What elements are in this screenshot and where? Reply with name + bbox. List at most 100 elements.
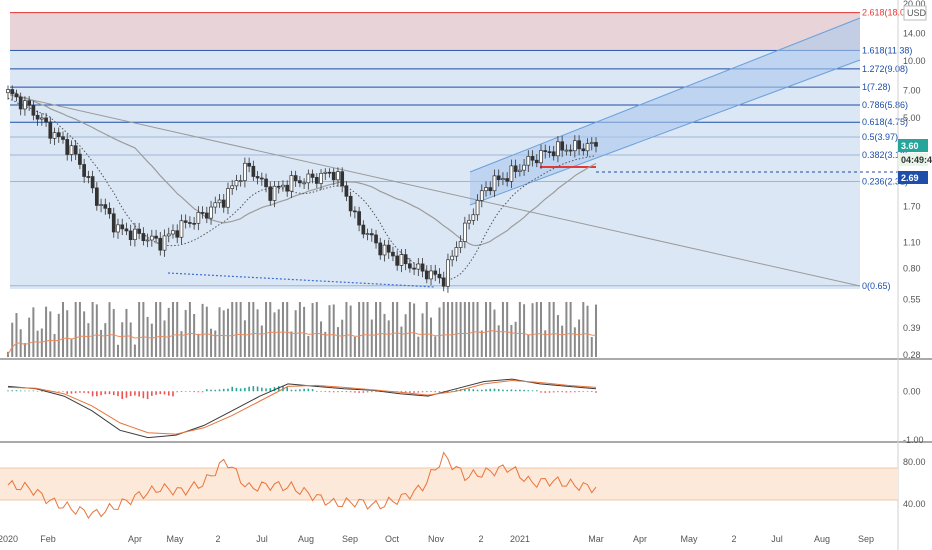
macd-hist-bar	[349, 391, 352, 393]
volume-bar	[485, 302, 488, 357]
candle-body	[530, 156, 535, 161]
macd-hist-bar	[375, 391, 377, 392]
currency-label-box[interactable]	[903, 5, 927, 21]
macd-hist-bar	[447, 391, 449, 392]
candle-body	[454, 247, 459, 257]
volume-bar	[201, 303, 204, 357]
trend-channel	[470, 18, 860, 205]
price-tag-label: 2.69	[901, 173, 919, 183]
price-tick-label: 0.39	[903, 323, 921, 333]
time-tick-label: 2021	[510, 534, 530, 544]
macd-hist-bar	[506, 389, 508, 392]
macd-hist-bar	[218, 389, 221, 392]
macd-hist-bar	[464, 388, 466, 392]
macd-hist-bar	[206, 389, 208, 392]
candle-body	[484, 187, 488, 192]
candle-body	[509, 165, 514, 182]
macd-hist-bar	[404, 391, 407, 393]
volume-bar	[231, 302, 234, 357]
macd-hist-bar	[91, 391, 94, 397]
candle-body	[412, 267, 416, 270]
volume-bar	[91, 302, 94, 357]
volume-bar	[391, 302, 394, 357]
volume-bar	[112, 309, 115, 357]
volume-bar	[387, 320, 390, 357]
candle-body	[18, 96, 23, 110]
volume-bar	[404, 314, 407, 357]
time-axis-ticks: 2020 Feb Apr May 2 Jul Aug Sep Oct Nov 2 2021 Mar Apr…	[0, 534, 874, 544]
candle-body	[577, 140, 581, 150]
candle-body	[310, 173, 315, 178]
candlestick-series	[6, 85, 598, 293]
volume-bar	[87, 323, 90, 357]
signal-line	[7, 379, 597, 435]
candle-body	[69, 145, 74, 155]
macd-hist-bar	[201, 391, 204, 393]
candle-body	[213, 202, 218, 208]
volume-bar	[527, 334, 530, 357]
volume-bar	[83, 311, 86, 357]
volume-bar	[40, 328, 43, 357]
candle-body	[298, 180, 302, 184]
volume-bar	[552, 302, 555, 357]
volume-bar	[396, 302, 399, 357]
price-tag-label: 3.60	[901, 141, 919, 151]
candle-body	[111, 213, 116, 233]
macd-hist-bar	[455, 389, 458, 392]
macd-hist-bar	[96, 391, 98, 397]
candle-body	[589, 142, 594, 144]
macd-hist-bar	[303, 388, 305, 392]
candle-body	[539, 150, 543, 164]
candle-body	[560, 141, 565, 151]
macd-hist-bar	[370, 391, 373, 393]
volume-bar	[379, 302, 382, 357]
fib-level-label: 0.786(5.86)	[862, 100, 908, 110]
volume-bar	[176, 302, 179, 357]
macd-hist-bar	[578, 391, 580, 393]
macd-hist-bar	[108, 391, 111, 395]
candle-body	[285, 184, 290, 192]
volume-bar	[400, 326, 403, 357]
candle-body	[543, 150, 548, 153]
downtrend-line	[9, 94, 861, 287]
volume-bar	[489, 302, 492, 357]
candle-body	[217, 199, 222, 204]
volume-bar	[366, 302, 369, 357]
volume-bar	[235, 302, 238, 357]
macd-hist-bar	[400, 391, 403, 393]
macd-hist-bar	[472, 389, 475, 392]
candle-body	[488, 187, 493, 192]
candle-body	[420, 263, 425, 272]
candle-body	[340, 171, 345, 187]
price-tick-label: 0.80	[903, 264, 921, 274]
macd-hist-bar	[146, 391, 149, 400]
macd-hist-bar	[590, 391, 593, 392]
macd-hist-bar	[523, 389, 525, 392]
macd-hist-bar	[83, 391, 85, 393]
volume-bar	[100, 329, 103, 357]
volume-bar	[320, 321, 323, 357]
macd-hist-bar	[189, 391, 191, 392]
macd-hist-bar	[265, 388, 267, 392]
macd-hist-bar	[502, 389, 504, 392]
macd-hist-bar	[134, 391, 136, 396]
time-tick-label: Oct	[385, 534, 400, 544]
macd-hist-bar	[531, 390, 534, 392]
volume-bar	[476, 302, 479, 357]
volume-bar	[506, 302, 509, 357]
macd-hist-bar	[544, 391, 547, 393]
candle-body	[209, 206, 213, 219]
volume-bar	[193, 313, 196, 357]
time-tick-label: Apr	[633, 534, 647, 544]
candle-body	[416, 263, 421, 270]
price-tick-label: 14.00	[903, 28, 926, 38]
macd-tick-label: 0.00	[903, 386, 921, 396]
macd-hist-bar	[15, 390, 18, 392]
volume-bar	[582, 302, 585, 357]
volume-bar	[463, 302, 466, 357]
candle-body	[247, 162, 251, 167]
candle-body	[331, 171, 336, 181]
volume-bar	[578, 319, 581, 357]
volume-bar	[273, 312, 276, 357]
candle-body	[27, 100, 32, 106]
